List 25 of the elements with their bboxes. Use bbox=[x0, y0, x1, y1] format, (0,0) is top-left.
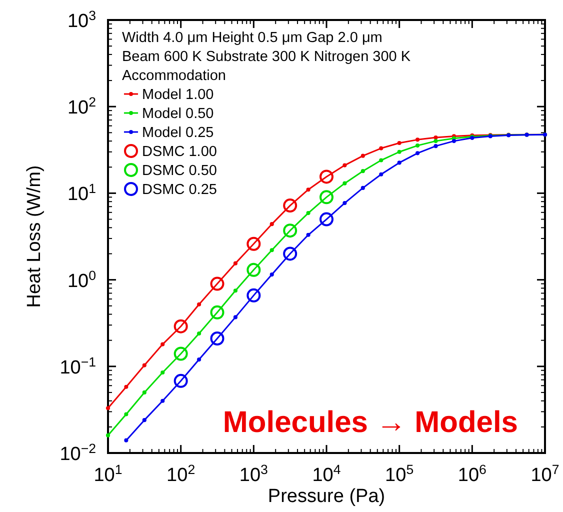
x-tick-label: 10$^{3}$ bbox=[239, 462, 268, 486]
y-tick-label: 10$^{1}$ bbox=[67, 180, 96, 206]
x-tick-label: 10$^{5}$ bbox=[385, 462, 414, 486]
y-tick-label: 10$^{0}$ bbox=[67, 267, 96, 292]
annotation: Width 4.0 μm Height 0.5 μm Gap 2.0 μm bbox=[122, 30, 382, 46]
legend-label: DSMC 0.25 bbox=[142, 182, 217, 198]
legend-label: DSMC 0.50 bbox=[142, 163, 217, 179]
annotation: Molecules → Models bbox=[222, 406, 518, 439]
legend-label: Model 0.50 bbox=[142, 106, 214, 122]
x-tick-label: 10$^{6}$ bbox=[458, 462, 486, 486]
x-tick-label: 10$^{1}$ bbox=[94, 462, 122, 486]
y-tick-label: 10$^{2}$ bbox=[67, 94, 96, 119]
x-tick-label: 10$^{7}$ bbox=[530, 462, 560, 486]
legend-title: Accommodation bbox=[122, 68, 226, 84]
y-tick-label: 10$^{−1}$ bbox=[60, 354, 96, 378]
legend-label: DSMC 1.00 bbox=[142, 144, 217, 160]
x-axis-title: Pressure (Pa) bbox=[268, 486, 386, 507]
annotation: Beam 600 K Substrate 300 K Nitrogen 300 K bbox=[122, 49, 411, 65]
legend-label: Model 0.25 bbox=[142, 125, 214, 141]
legend-label: Model 1.00 bbox=[142, 87, 214, 103]
y-tick-label: 10$^{−2}$ bbox=[60, 440, 96, 465]
x-tick-label: 10$^{4}$ bbox=[312, 462, 341, 486]
y-tick-label: 10$^{3}$ bbox=[67, 8, 96, 32]
y-axis-title: Heat Loss (W/m) bbox=[24, 165, 45, 308]
x-tick-label: 10$^{2}$ bbox=[166, 462, 196, 486]
